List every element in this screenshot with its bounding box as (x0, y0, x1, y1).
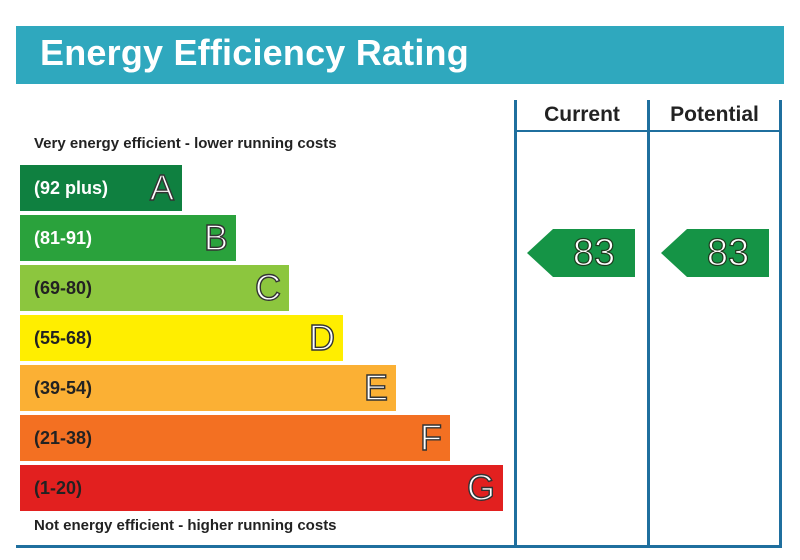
chart-title: Energy Efficiency Rating (40, 32, 469, 73)
potential-rating-value: 83 (706, 231, 750, 274)
band-a: (92 plus) A (20, 165, 182, 211)
current-column-header: Current (544, 103, 620, 126)
band-letter: G (466, 466, 495, 508)
bottom-border (16, 545, 782, 548)
band-range-label: (69-80) (34, 278, 93, 298)
band-letter: A (149, 166, 174, 208)
bottom-note: Not energy efficient - higher running co… (34, 517, 337, 534)
band-range-label: (81-91) (34, 228, 93, 248)
header-divider (514, 130, 782, 132)
title-bar: Energy Efficiency Rating (16, 26, 784, 84)
band-f: (21-38) F (20, 415, 450, 461)
current-rating-arrow: 83 (527, 229, 635, 277)
divider-right (779, 100, 782, 548)
band-letter: E (363, 366, 388, 408)
divider-middle (647, 100, 650, 548)
band-range-label: (21-38) (34, 428, 93, 448)
band-e: (39-54) E (20, 365, 396, 411)
band-letter: C (254, 266, 281, 308)
band-g: (1-20) G (20, 465, 503, 511)
top-note: Very energy efficient - lower running co… (34, 135, 337, 152)
current-rating-value: 83 (572, 231, 616, 274)
potential-rating-arrow: 83 (661, 229, 769, 277)
band-range-label: (1-20) (34, 478, 83, 498)
potential-arrow-shape (661, 229, 769, 277)
band-letter: B (203, 216, 228, 258)
band-range-label: (39-54) (34, 378, 93, 398)
band-b: (81-91) B (20, 215, 236, 261)
band-d: (55-68) D (20, 315, 343, 361)
current-arrow-shape (527, 229, 635, 277)
band-range-label: (55-68) (34, 328, 93, 348)
divider-left (514, 100, 517, 548)
band-range-label: (92 plus) (34, 178, 109, 198)
band-letter: D (308, 316, 335, 358)
band-letter: F (419, 416, 442, 458)
potential-column-header: Potential (670, 103, 759, 126)
band-c: (69-80) C (20, 265, 289, 311)
